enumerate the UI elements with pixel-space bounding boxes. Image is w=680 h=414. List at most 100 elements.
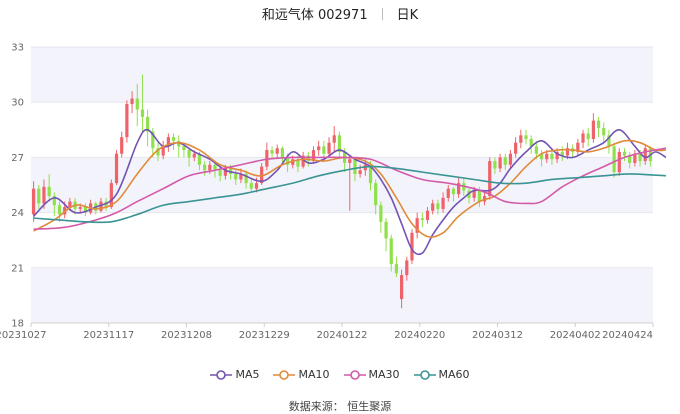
candle [565,142,570,160]
candles [31,74,653,309]
candle-body [633,153,637,163]
candle-body [311,150,316,162]
candle-body [52,196,56,206]
candle [405,256,409,281]
candle-body [192,153,196,158]
candle-body [472,190,476,198]
candle [524,129,528,145]
candle [337,131,342,160]
candle-body [524,135,528,139]
candle-body [47,186,51,197]
legend-item-ma30[interactable]: MA30 [343,368,400,381]
legend-marker-icon [210,369,233,380]
candle [493,157,497,174]
candle-body [327,142,331,154]
plot-bands [31,47,653,323]
candle-body [353,159,357,174]
y-axis: 18 21 24 27 30 33 [11,43,24,330]
ma-line-ma5 [33,128,667,256]
candle [607,129,611,154]
candle-body [617,151,621,173]
ma-line-ma10 [33,139,667,238]
candle [120,131,124,158]
candle-body [182,146,186,151]
candle-body [560,151,564,156]
candle [498,153,502,173]
candle [244,170,248,189]
chart-header: 和远气体 002971 日K [0,4,680,24]
candle-body [322,146,326,154]
legend-item-ma10[interactable]: MA10 [273,368,330,381]
candle-body [177,140,181,147]
candle [591,113,595,143]
candle-body [203,164,207,171]
x-tick-label: 20231027 [0,330,46,341]
candle [47,173,51,202]
candle-body [591,120,595,139]
candle [348,155,352,211]
x-tick-label: 20240122 [317,330,368,341]
y-tick-label: 24 [11,208,24,219]
candle-body [280,148,284,158]
candle-body [358,170,362,174]
candle-body [156,148,160,156]
legend-marker-icon [343,369,366,380]
candle [249,179,253,193]
chart-title: 和远气体 002971 [261,8,368,23]
x-tick-label: 20240312 [472,330,523,341]
candle [410,229,414,265]
candle-body [550,153,554,160]
y-tick-label: 18 [11,319,24,330]
candle [31,181,36,222]
candle-body [208,164,212,171]
candle [633,150,637,167]
candle [296,155,300,173]
candle [146,109,150,147]
candle [52,192,56,217]
legend-label: MA10 [298,368,330,381]
candle-body [602,127,606,136]
candle-body [265,150,269,167]
candle-body [57,205,62,215]
candle [161,140,165,160]
candle [503,153,507,171]
legend-item-ma60[interactable]: MA60 [413,368,470,381]
candle [114,150,119,185]
y-tick-label: 27 [11,153,24,164]
candle [125,100,129,143]
candle-body [628,155,632,163]
candle-body [545,153,549,160]
candle-body [643,148,647,162]
candle-body [306,155,310,162]
candle-body [565,148,570,156]
candle-body [218,170,222,176]
candle [612,142,616,178]
candle [514,137,518,158]
candle [379,201,383,233]
ma-line-ma60 [33,165,666,224]
plot-band [31,267,653,323]
candle-body [400,275,404,300]
candle-body [244,173,248,184]
candle [457,177,461,198]
candle-body [498,157,502,169]
candle-body [441,197,445,209]
candle-body [151,131,155,149]
candle [394,256,399,277]
legend-marker-icon [273,369,296,380]
candle [488,157,492,200]
candle [187,148,191,167]
legend-item-ma5[interactable]: MA5 [210,368,259,381]
candle-body [125,104,129,138]
y-tick-label: 21 [11,263,24,274]
candle [109,179,113,209]
candle-body [431,203,435,211]
candle-body [607,135,611,147]
candle-body [394,264,399,274]
candle [451,186,456,202]
candle-body [534,146,538,154]
legend: MA5 MA10 MA30 MA60 [0,368,680,384]
candle-body [493,161,497,169]
candle [177,135,181,158]
